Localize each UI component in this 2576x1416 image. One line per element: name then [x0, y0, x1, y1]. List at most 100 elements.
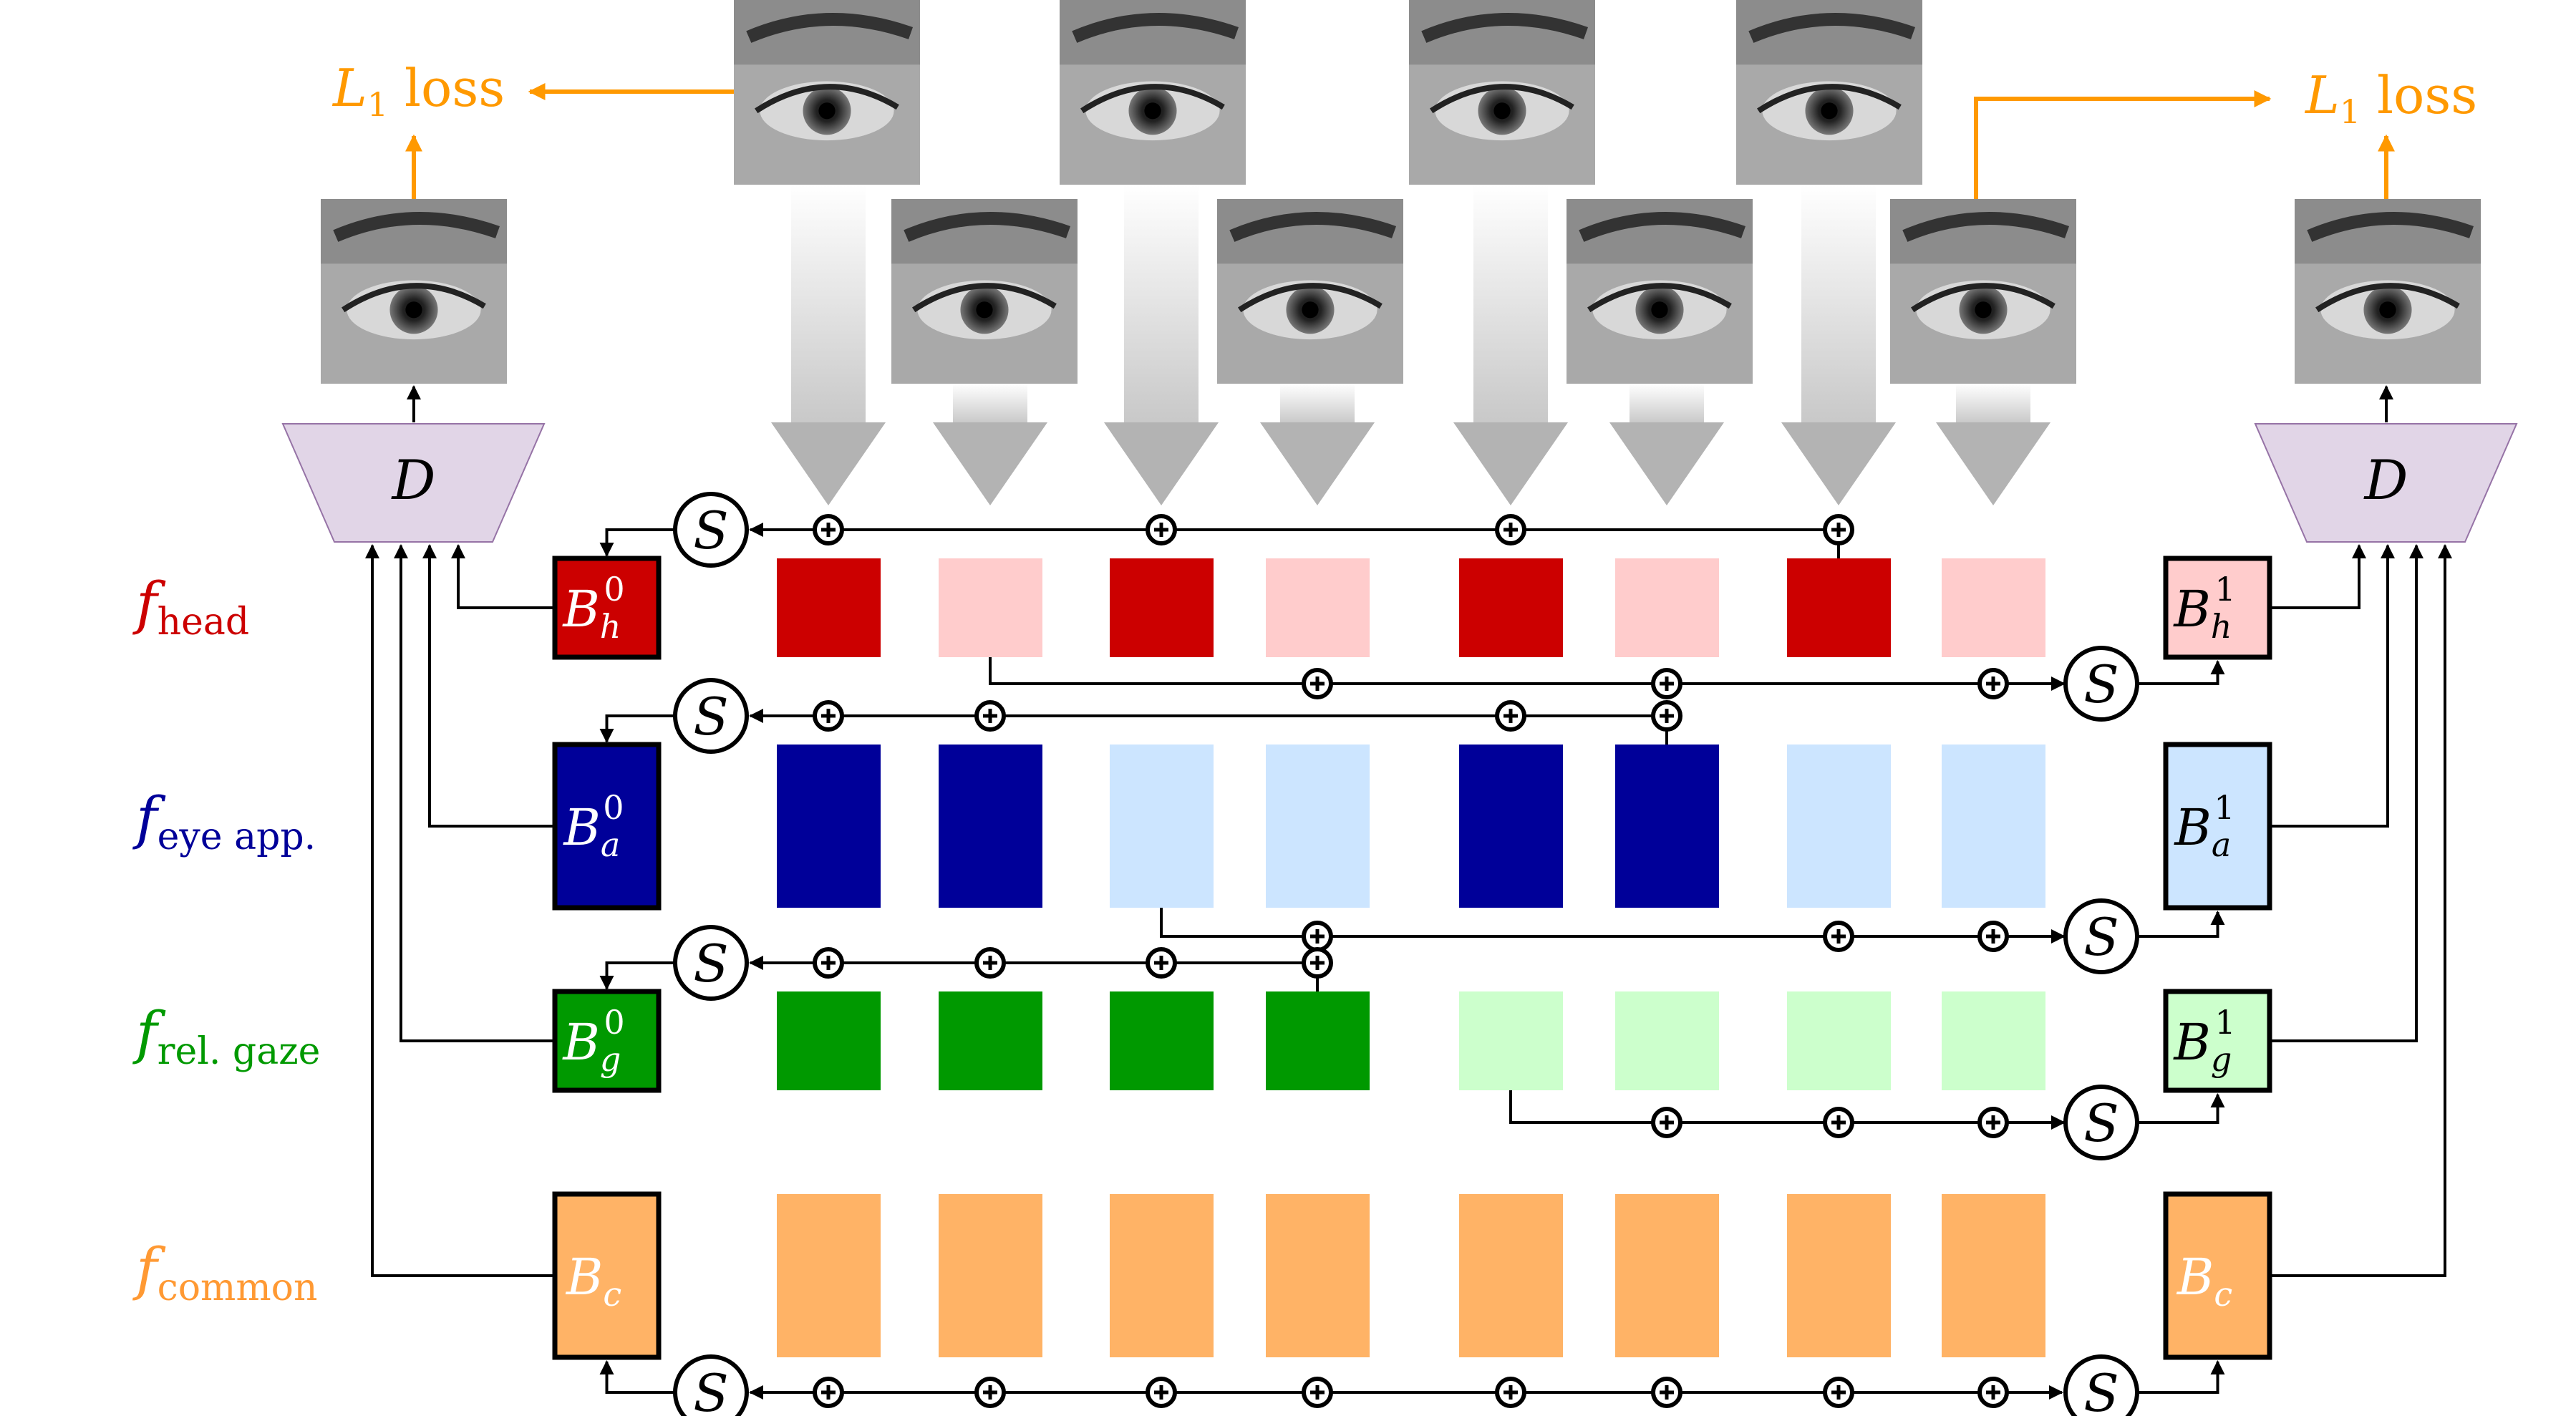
svg-text:S: S — [693, 500, 728, 561]
feature-block-common — [1266, 1194, 1370, 1357]
feature-block-common — [1110, 1194, 1214, 1357]
plus-node — [1146, 1377, 1177, 1408]
plus-node — [1823, 514, 1854, 545]
gray-arrow-shaft — [1473, 185, 1548, 424]
plus-node — [1495, 1377, 1526, 1408]
block-right-app: Ba1 — [2163, 742, 2272, 911]
feature-block-common — [1615, 1194, 1719, 1357]
row-label-gaze: frel. gaze — [132, 999, 320, 1073]
feature-block-head — [1110, 558, 1214, 657]
reconstructed-eye-left — [321, 199, 507, 384]
gray-arrow-shaft — [791, 185, 866, 424]
sum-node-left-common: S — [673, 1354, 749, 1416]
svg-text:Bh1: Bh1 — [2172, 570, 2235, 646]
feature-block-gaze — [1459, 991, 1563, 1090]
gray-arrow-head — [1260, 422, 1375, 505]
plus-node — [1302, 921, 1333, 952]
plus-node — [1977, 921, 2009, 952]
sum-node-right-app: S — [2063, 898, 2139, 974]
gray-arrow-head — [1609, 422, 1724, 505]
eye-image-7 — [1736, 0, 1922, 185]
plus-node — [1651, 1377, 1682, 1408]
eye-image-6 — [1567, 199, 1753, 384]
eye-image-1 — [734, 0, 920, 185]
decoder-right-label: D — [2363, 448, 2408, 512]
feature-block-app — [1459, 745, 1563, 908]
svg-text:S: S — [693, 1363, 728, 1416]
plus-node — [974, 947, 1006, 979]
svg-text:Bg0: Bg0 — [561, 1003, 624, 1079]
plus-node — [1651, 1107, 1682, 1138]
block-left-app: Ba0 — [552, 742, 662, 911]
plus-node — [1302, 947, 1333, 979]
sum-node-right-common: S — [2063, 1354, 2139, 1416]
feature-block-common — [1942, 1194, 2045, 1357]
feature-block-app — [1615, 745, 1719, 908]
svg-text:Bc: Bc — [2176, 1248, 2232, 1314]
svg-text:Ba1: Ba1 — [2173, 788, 2234, 864]
feature-block-gaze — [1787, 991, 1891, 1090]
feature-block-head — [1615, 558, 1719, 657]
decoder-left-label: D — [391, 448, 436, 512]
svg-text:Ba0: Ba0 — [562, 788, 624, 864]
feature-block-gaze — [1942, 991, 2045, 1090]
plus-node — [974, 1377, 1006, 1408]
eye-image-3 — [1060, 0, 1246, 185]
plus-node — [1823, 1107, 1854, 1138]
feature-block-head — [1266, 558, 1370, 657]
sum-node-left-app: S — [673, 678, 749, 754]
gray-arrow-head — [933, 422, 1047, 505]
block-left-common: Bc — [552, 1191, 662, 1360]
feature-blocks — [777, 558, 2045, 1357]
gray-arrow-head — [1104, 422, 1219, 505]
feature-block-app — [939, 745, 1042, 908]
row-label-head: fhead — [132, 570, 249, 644]
feature-block-common — [1787, 1194, 1891, 1357]
eye-image-4 — [1217, 199, 1403, 384]
feature-block-app — [1942, 745, 2045, 908]
feature-block-gaze — [1615, 991, 1719, 1090]
row-labels: fhead feye app. frel. gaze fcommon — [132, 570, 320, 1309]
sum-node-left-gaze: S — [673, 925, 749, 1001]
sum-node-left-head: S — [673, 492, 749, 568]
plus-node — [1823, 921, 1854, 952]
feature-block-common — [777, 1194, 881, 1357]
side-blocks: Bh0 Bh1 Ba0 Ba1 Bg0 Bg1 Bc Bc — [552, 556, 2272, 1360]
plus-node — [1146, 947, 1177, 979]
feature-block-common — [1459, 1194, 1563, 1357]
svg-text:S: S — [2083, 1363, 2119, 1416]
sum-nodes: S S S S S S S S — [673, 492, 2139, 1416]
svg-text:S: S — [693, 687, 728, 747]
feature-block-gaze — [939, 991, 1042, 1090]
gray-arrow-head — [1453, 422, 1568, 505]
row-label-common: fcommon — [132, 1236, 317, 1309]
feature-block-head — [1787, 558, 1891, 657]
eye-image-5 — [1409, 0, 1595, 185]
gray-arrow-shaft — [1280, 384, 1355, 424]
svg-text:S: S — [2083, 1093, 2119, 1153]
sum-node-right-gaze: S — [2063, 1085, 2139, 1160]
plus-node — [813, 1377, 844, 1408]
feature-block-gaze — [1110, 991, 1214, 1090]
feature-block-head — [939, 558, 1042, 657]
plus-node — [813, 700, 844, 732]
feature-block-app — [1110, 745, 1214, 908]
feature-block-head — [1942, 558, 2045, 657]
plus-node — [1977, 1107, 2009, 1138]
feature-block-app — [777, 745, 881, 908]
plus-node — [1651, 668, 1682, 699]
gray-arrow-shaft — [953, 384, 1027, 424]
svg-text:Bc: Bc — [565, 1248, 621, 1314]
plus-node — [1977, 668, 2009, 699]
decoder-right: D — [2254, 423, 2518, 543]
reconstructed-eye-right — [2295, 199, 2481, 384]
block-right-gaze: Bg1 — [2163, 989, 2272, 1093]
plus-node — [974, 700, 1006, 732]
gray-arrow-shaft — [1956, 384, 2030, 424]
plus-node — [1823, 1377, 1854, 1408]
gray-arrow-shaft — [1630, 384, 1704, 424]
gray-arrow-head — [1781, 422, 1896, 505]
plus-node — [1495, 700, 1526, 732]
block-left-gaze: Bg0 — [552, 989, 662, 1093]
